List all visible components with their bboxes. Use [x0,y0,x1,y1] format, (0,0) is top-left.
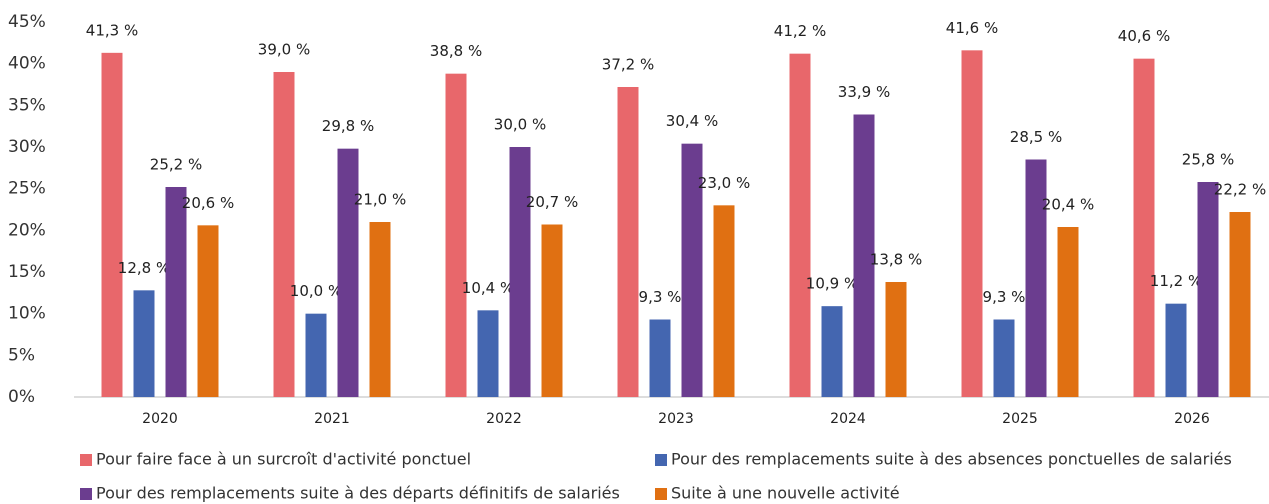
bar [649,319,671,397]
bar [885,282,907,397]
value-label: 25,8 % [1182,151,1234,169]
value-label: 20,6 % [182,194,234,212]
value-label: 41,2 % [774,22,826,40]
bar [617,87,639,397]
bar [369,222,391,397]
value-label: 22,2 % [1214,181,1266,199]
value-label: 9,3 % [983,288,1026,306]
value-label: 38,8 % [430,42,482,60]
bar [1165,303,1187,397]
value-label: 20,4 % [1042,196,1094,214]
x-tick-label: 2024 [830,411,866,427]
y-tick-label: 20% [8,220,46,240]
bar [681,143,703,397]
value-label: 23,0 % [698,174,750,192]
y-tick-label: 45% [8,12,46,32]
value-label: 41,6 % [946,19,998,37]
bar [961,50,983,397]
y-tick-label: 35% [8,95,46,115]
x-tick-label: 2020 [142,411,178,427]
bar [541,224,563,397]
bar [165,187,187,397]
x-tick-label: 2023 [658,411,694,427]
bar [133,290,155,397]
value-label: 41,3 % [86,21,138,39]
value-label: 30,4 % [666,112,718,130]
bar [1057,227,1079,397]
bar [477,310,499,397]
bar [509,147,531,397]
legend-label: Pour des remplacements suite à des dépar… [96,484,620,503]
bar [445,73,467,398]
value-label: 10,4 % [462,279,514,297]
value-label: 11,2 % [1150,272,1202,290]
x-tick-label: 2025 [1002,411,1038,427]
bar [1133,58,1155,398]
y-tick-label: 15% [8,262,46,282]
legend-swatch [655,454,667,466]
value-label: 37,2 % [602,56,654,74]
x-tick-label: 2021 [314,411,350,427]
value-label: 9,3 % [639,288,682,306]
bar [1197,182,1219,397]
y-tick-label: 40% [8,54,46,74]
y-tick-label: 10% [8,304,46,324]
value-label: 20,7 % [526,193,578,211]
legend-swatch [80,454,92,466]
value-label: 12,8 % [118,259,170,277]
value-label: 25,2 % [150,156,202,174]
value-label: 33,9 % [838,83,890,101]
value-label: 29,8 % [322,117,374,135]
value-label: 28,5 % [1010,128,1062,146]
value-label: 30,0 % [494,116,546,134]
x-tick-label: 2026 [1174,411,1210,427]
value-label: 39,0 % [258,41,310,59]
bar [273,72,295,397]
bar [1025,159,1047,397]
legend-label: Suite à une nouvelle activité [671,484,900,503]
bar [789,53,811,398]
legend-swatch [80,488,92,500]
bar [1229,212,1251,397]
bar [305,313,327,397]
value-label: 10,0 % [290,282,342,300]
y-tick-label: 5% [8,345,35,365]
value-label: 21,0 % [354,191,406,209]
legend-label: Pour faire face à un surcroît d'activité… [96,450,471,469]
bar [197,225,219,397]
value-label: 40,6 % [1118,27,1170,45]
bar [337,148,359,397]
bar [993,319,1015,397]
x-tick-label: 2022 [486,411,522,427]
bar [713,205,735,397]
y-tick-label: 0% [8,387,35,407]
bar [853,114,875,397]
value-label: 13,8 % [870,251,922,269]
y-tick-label: 30% [8,137,46,157]
y-tick-label: 25% [8,179,46,199]
bar [821,306,843,397]
legend-swatch [655,488,667,500]
value-label: 10,9 % [806,275,858,293]
legend-label: Pour des remplacements suite à des absen… [671,450,1232,469]
bar [101,52,123,397]
